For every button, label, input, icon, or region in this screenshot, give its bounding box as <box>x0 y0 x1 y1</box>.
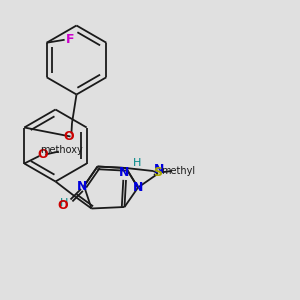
Text: F: F <box>66 33 75 46</box>
Text: H: H <box>133 158 142 169</box>
Text: N: N <box>76 179 87 193</box>
Text: H: H <box>60 197 69 208</box>
Text: methoxy: methoxy <box>40 145 83 155</box>
Text: N: N <box>119 166 130 179</box>
Text: O: O <box>37 148 48 161</box>
Text: methyl: methyl <box>161 166 195 176</box>
Text: S: S <box>153 166 162 179</box>
Text: O: O <box>58 199 68 212</box>
Text: O: O <box>64 130 74 143</box>
Text: N: N <box>133 181 143 194</box>
Text: N: N <box>154 163 164 176</box>
